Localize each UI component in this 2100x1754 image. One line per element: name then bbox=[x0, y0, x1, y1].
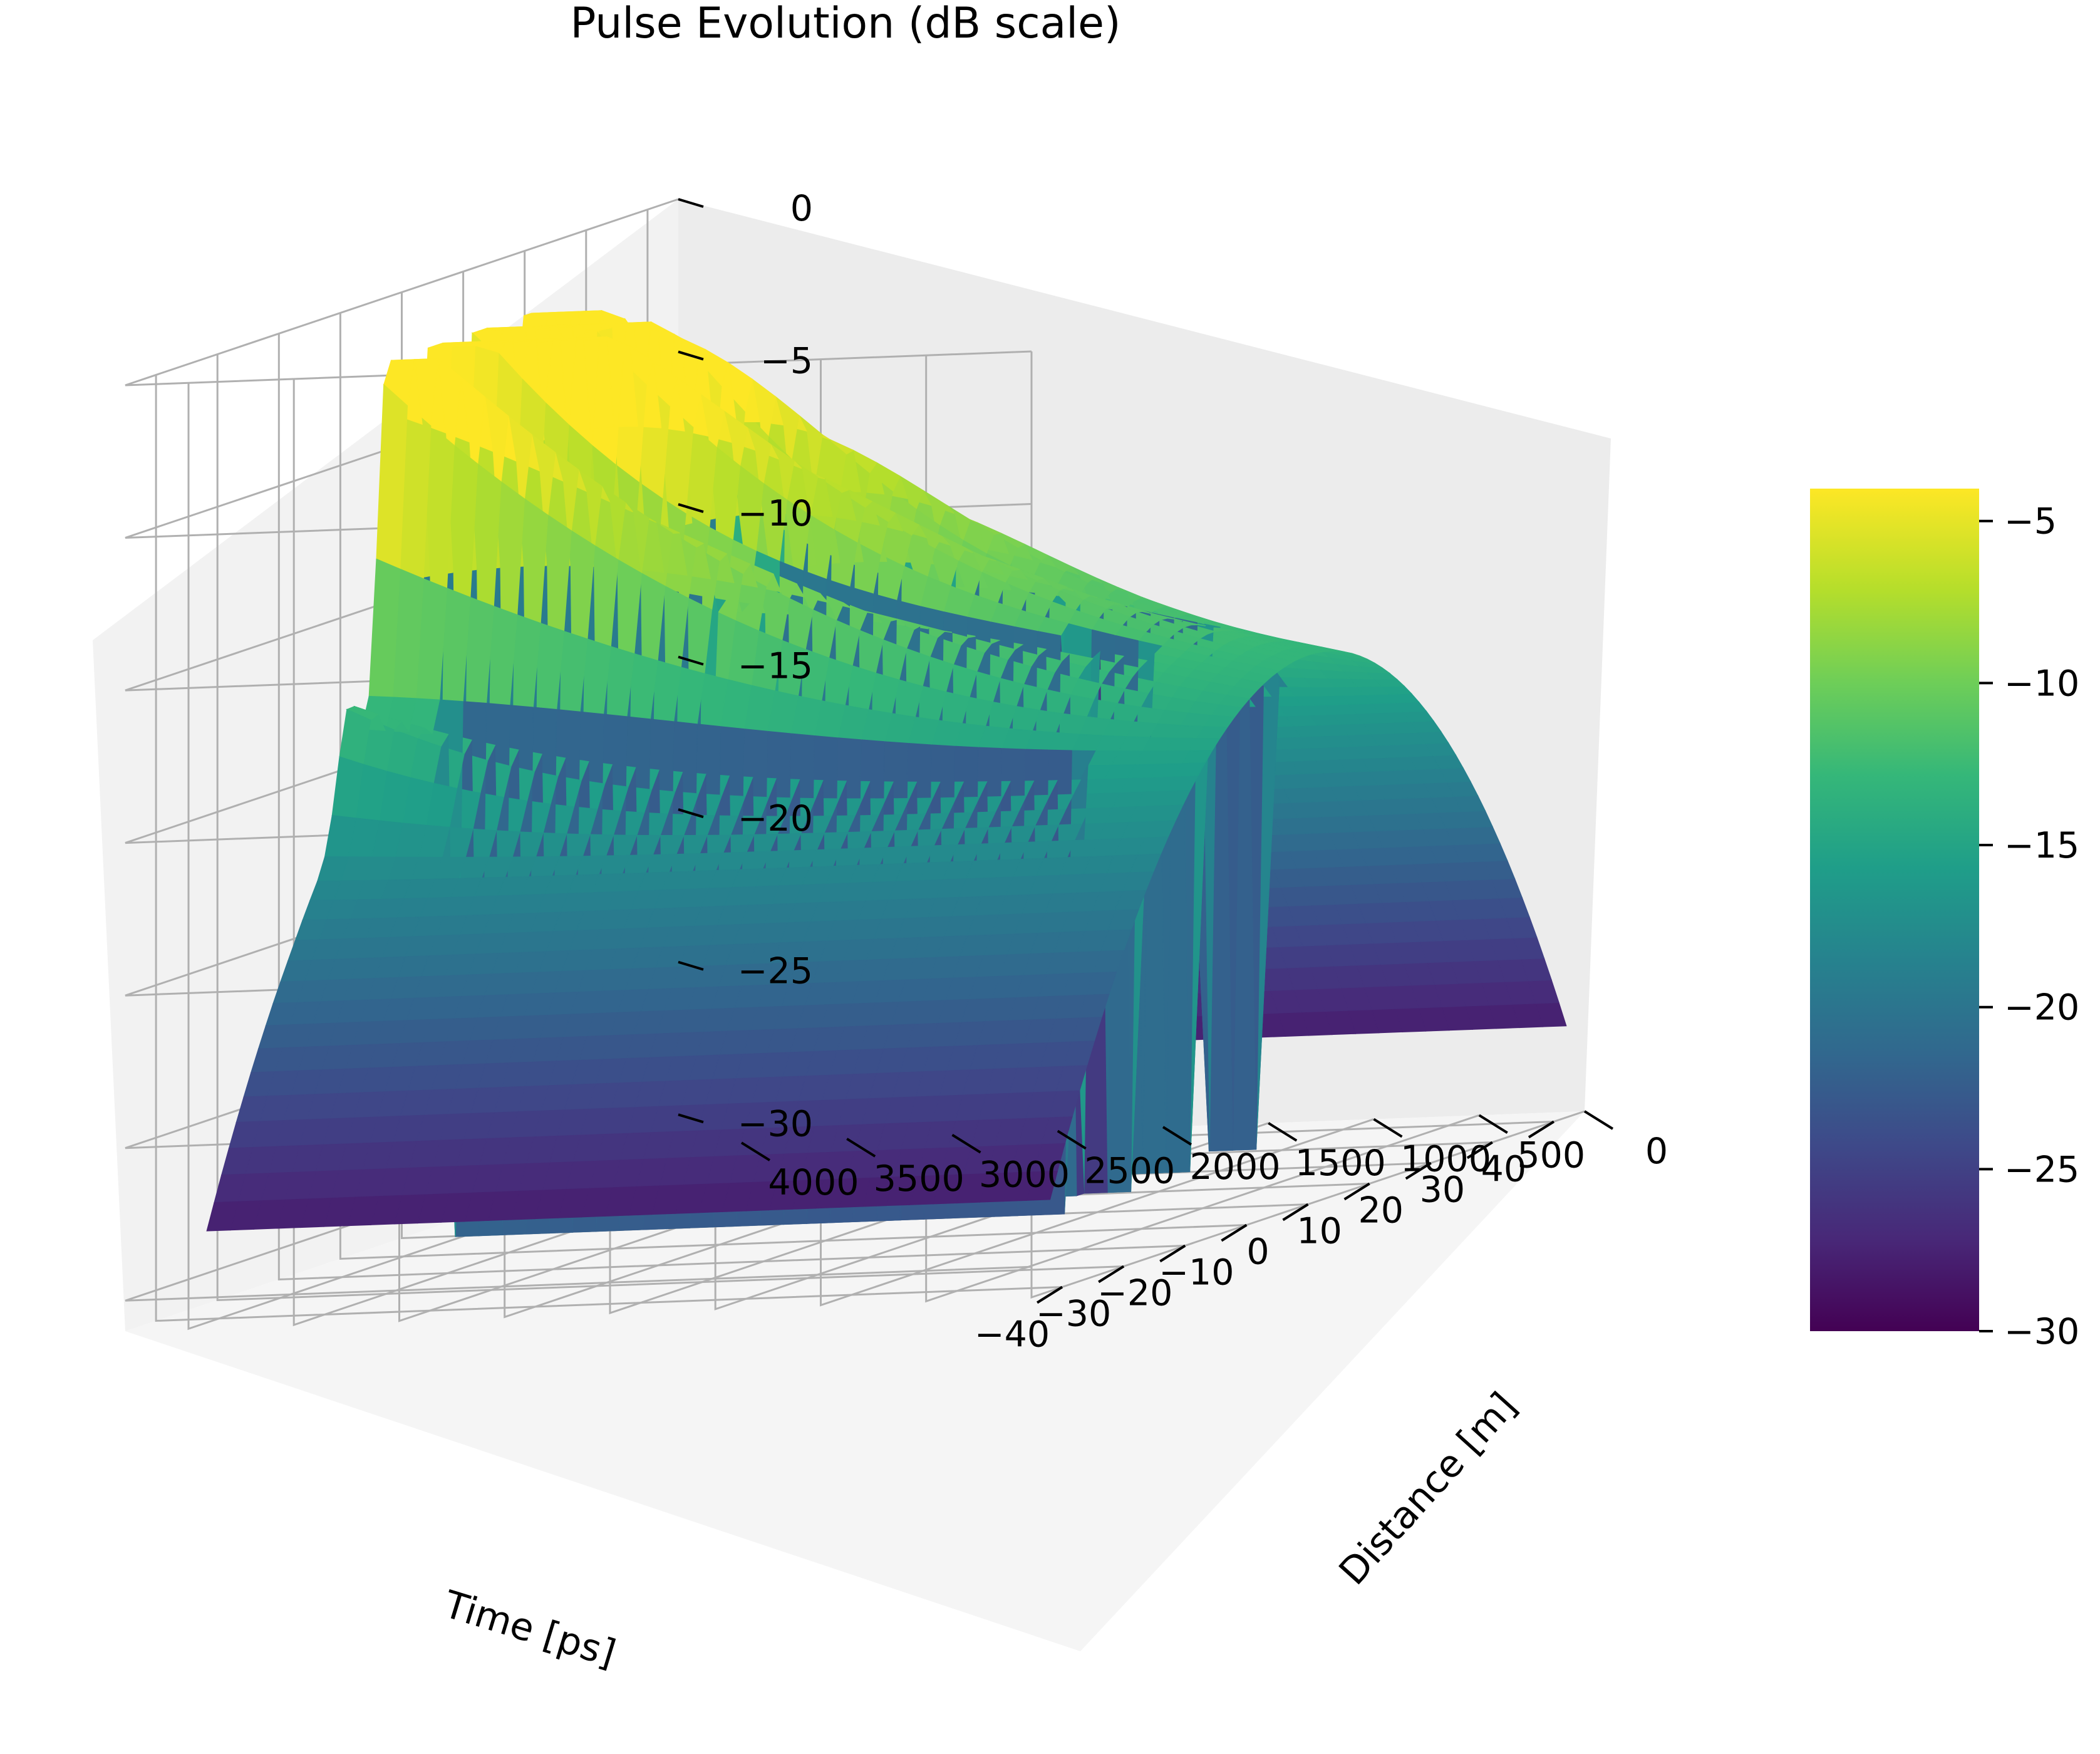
floor-pane bbox=[125, 1111, 1585, 1651]
y-tick-label: 0 bbox=[1645, 1131, 1668, 1172]
z-tick-label: −25 bbox=[738, 951, 813, 992]
colorbar bbox=[1810, 489, 1979, 1331]
y-tick-label: 1000 bbox=[1400, 1139, 1491, 1180]
y-tick-mark bbox=[1268, 1122, 1298, 1142]
z-tick-label: −10 bbox=[738, 493, 813, 534]
x-tick-mark bbox=[1466, 1141, 1493, 1160]
colorbar-tick-label: −25 bbox=[2004, 1149, 2079, 1190]
z-tick-label: −15 bbox=[738, 646, 813, 687]
chart-title: Pulse Evolution (dB scale) bbox=[570, 0, 1120, 48]
y-tick-mark bbox=[740, 1141, 771, 1161]
colorbar-tick-label: −10 bbox=[2004, 663, 2079, 704]
y-tick-label: 500 bbox=[1517, 1134, 1585, 1176]
axis-ticks: −40−30−20−10 0 10 20 30 40 0500100015002000250… bbox=[678, 188, 1668, 1356]
grid-line-level bbox=[125, 198, 1032, 387]
x-tick-label: 40 bbox=[1481, 1149, 1527, 1190]
y-tick-label: 2500 bbox=[1084, 1150, 1175, 1191]
y-axis-label: Distance [m] bbox=[1331, 1384, 1526, 1594]
x-tick-label: −10 bbox=[1159, 1252, 1234, 1294]
z-tick-label: −30 bbox=[738, 1103, 813, 1144]
y-tick-mark bbox=[1583, 1110, 1614, 1130]
y-tick-mark bbox=[1162, 1126, 1192, 1146]
y-tick-label: 1500 bbox=[1295, 1143, 1386, 1184]
x-tick-mark bbox=[1036, 1285, 1063, 1304]
x-axis-label: Time [ps] bbox=[438, 1582, 621, 1676]
x-tick-label: −20 bbox=[1097, 1273, 1172, 1314]
z-tick-label: −20 bbox=[738, 798, 813, 839]
y-tick-label: 3500 bbox=[874, 1158, 965, 1200]
surface-patch bbox=[206, 1201, 239, 1232]
colorbar-ticks: −30 −25 −20 −15 −10 −5 bbox=[1979, 501, 2079, 1352]
grid-line-time bbox=[155, 375, 1063, 1322]
x-tick-mark bbox=[1098, 1265, 1125, 1284]
surface bbox=[206, 309, 1567, 1237]
x-tick-mark bbox=[1528, 1120, 1555, 1139]
z-tick-mark bbox=[678, 503, 704, 514]
y-tick-mark bbox=[846, 1138, 876, 1158]
y-tick-mark bbox=[1478, 1114, 1508, 1134]
x-tick-mark bbox=[1282, 1203, 1309, 1222]
y-tick-label: 4000 bbox=[768, 1162, 859, 1203]
grid-line-time bbox=[277, 333, 1186, 1281]
z-tick-label: 0 bbox=[790, 188, 813, 229]
y-tick-label: 2000 bbox=[1189, 1146, 1280, 1188]
x-tick-mark bbox=[1343, 1182, 1370, 1201]
colorbar-tick-label: −30 bbox=[2004, 1311, 2079, 1352]
x-tick-mark bbox=[1221, 1223, 1248, 1242]
y-tick-mark bbox=[1057, 1129, 1087, 1150]
y-tick-mark bbox=[951, 1133, 981, 1154]
colorbar-tick-label: −15 bbox=[2004, 825, 2079, 866]
y-tick-label: 3000 bbox=[979, 1155, 1070, 1196]
y-tick-mark bbox=[1373, 1118, 1403, 1138]
x-tick-mark bbox=[1405, 1161, 1432, 1180]
x-tick-label: 0 bbox=[1246, 1232, 1269, 1273]
z-tick-label: −5 bbox=[760, 341, 813, 382]
z-tick-mark bbox=[678, 350, 704, 361]
x-tick-label: 10 bbox=[1296, 1211, 1342, 1252]
x-tick-mark bbox=[1159, 1244, 1186, 1263]
z-tick-mark bbox=[678, 960, 704, 971]
z-tick-mark bbox=[678, 655, 704, 666]
x-tick-label: −40 bbox=[975, 1314, 1050, 1356]
colorbar-tick-label: −5 bbox=[2004, 501, 2057, 542]
grid-line-time bbox=[339, 313, 1247, 1260]
x-tick-label: 30 bbox=[1420, 1170, 1466, 1211]
colorbar-tick-label: −20 bbox=[2004, 987, 2079, 1029]
x-tick-label: 20 bbox=[1358, 1190, 1404, 1232]
z-tick-mark bbox=[678, 808, 704, 819]
z-tick-mark bbox=[678, 1113, 704, 1124]
z-tick-mark bbox=[678, 198, 704, 208]
x-tick-label: −30 bbox=[1036, 1294, 1111, 1335]
